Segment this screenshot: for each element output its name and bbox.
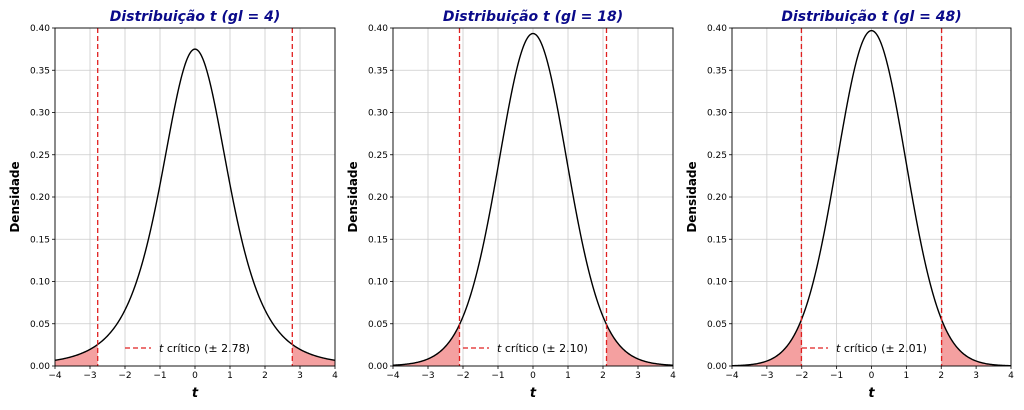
x-tick-label: −1: [491, 371, 504, 381]
density-curve: [55, 48, 335, 362]
x-axis-label: t: [868, 386, 875, 401]
x-tick-label: 4: [670, 371, 676, 381]
y-tick-label: 0.20: [707, 193, 727, 203]
legend-label: t crítico (± 2.01): [836, 342, 927, 355]
plot-area: [55, 28, 335, 366]
x-axis-label: t: [192, 386, 199, 401]
y-tick-label: 0.05: [30, 320, 50, 330]
x-tick-label: 3: [973, 371, 979, 381]
y-tick-label: 0.30: [707, 109, 727, 119]
x-tick-label: 2: [600, 371, 606, 381]
y-tick-label: 0.00: [368, 362, 388, 372]
x-tick-label: 0: [869, 371, 875, 381]
x-tick-label: −2: [456, 371, 469, 381]
y-axis-label: Densidade: [346, 161, 360, 232]
x-tick-label: 3: [635, 371, 641, 381]
y-tick-label: 0.00: [707, 362, 727, 372]
y-axis-label: Densidade: [8, 161, 22, 232]
y-tick-label: 0.25: [368, 151, 388, 161]
y-tick-label: 0.25: [30, 151, 50, 161]
left-tail-area: [55, 344, 98, 366]
x-tick-label: −4: [725, 371, 739, 381]
y-tick-label: 0.35: [707, 66, 727, 76]
x-tick-label: −2: [795, 371, 808, 381]
right-tail-area: [292, 344, 335, 366]
x-tick-label: −4: [48, 371, 62, 381]
y-axis-label: Densidade: [685, 161, 699, 232]
y-tick-label: 0.15: [30, 235, 50, 245]
x-tick-label: −1: [153, 371, 166, 381]
x-tick-label: 1: [565, 371, 571, 381]
y-tick-label: 0.40: [30, 24, 50, 34]
y-tick-label: 0.20: [368, 193, 388, 203]
y-tick-label: 0.30: [368, 109, 388, 119]
x-tick-label: 1: [904, 371, 910, 381]
x-tick-label: −2: [118, 371, 131, 381]
y-tick-label: 0.10: [30, 278, 50, 288]
y-tick-label: 0.30: [30, 109, 50, 119]
x-tick-label: −3: [421, 371, 434, 381]
density-curve: [393, 32, 673, 366]
x-tick-label: 2: [262, 371, 268, 381]
y-tick-label: 0.35: [368, 66, 388, 76]
right-tail-area: [941, 319, 1011, 366]
y-tick-label: 0.15: [707, 235, 727, 245]
x-tick-label: −3: [760, 371, 773, 381]
x-tick-label: 2: [938, 371, 944, 381]
plot-area: [732, 28, 1011, 366]
x-tick-label: 1: [227, 371, 233, 381]
x-tick-label: 4: [332, 371, 338, 381]
x-axis-label: t: [530, 386, 537, 401]
right-tail-area: [606, 324, 673, 366]
legend-label: t crítico (± 2.10): [497, 342, 588, 355]
y-tick-label: 0.05: [368, 320, 388, 330]
x-tick-label: 3: [297, 371, 303, 381]
y-tick-label: 0.10: [707, 278, 727, 288]
y-tick-label: 0.25: [707, 151, 727, 161]
y-tick-label: 0.15: [368, 235, 388, 245]
chart-title: Distribuição t (gl = 18): [443, 9, 623, 25]
x-tick-label: −4: [386, 371, 400, 381]
y-tick-label: 0.00: [30, 362, 50, 372]
left-tail-area: [732, 319, 802, 366]
chart-panel-3: −4 −3 −2 −1 0 1 2 3 4 0.00 0.05 0.10 0.15 0.20 0.25 0.3…: [685, 9, 1014, 401]
x-tick-label: 0: [192, 371, 198, 381]
legend-label: t crítico (± 2.78): [159, 342, 250, 355]
chart-panel-1: −4 −3 −2 −1 0 1 2 3 4 0.00 0.05 0.10 0.15 0.20 0.25 0.3…: [8, 9, 338, 401]
x-tick-label: 4: [1008, 371, 1014, 381]
chart-title: Distribuição t (gl = 48): [781, 9, 961, 25]
y-tick-label: 0.40: [707, 24, 727, 34]
y-tick-label: 0.20: [30, 193, 50, 203]
plot-area: [393, 28, 673, 366]
chart-panel-2: −4 −3 −2 −1 0 1 2 3 4 0.00 0.05 0.10 0.15 0.20 0.25 0.3…: [346, 9, 676, 401]
y-tick-label: 0.10: [368, 278, 388, 288]
y-tick-label: 0.05: [707, 320, 727, 330]
x-tick-label: 0: [530, 371, 536, 381]
density-curve: [732, 29, 1011, 366]
x-tick-label: −3: [83, 371, 96, 381]
chart-title: Distribuição t (gl = 4): [110, 9, 281, 25]
x-tick-label: −1: [830, 371, 843, 381]
left-tail-area: [393, 324, 460, 366]
y-tick-label: 0.35: [30, 66, 50, 76]
y-tick-label: 0.40: [368, 24, 388, 34]
